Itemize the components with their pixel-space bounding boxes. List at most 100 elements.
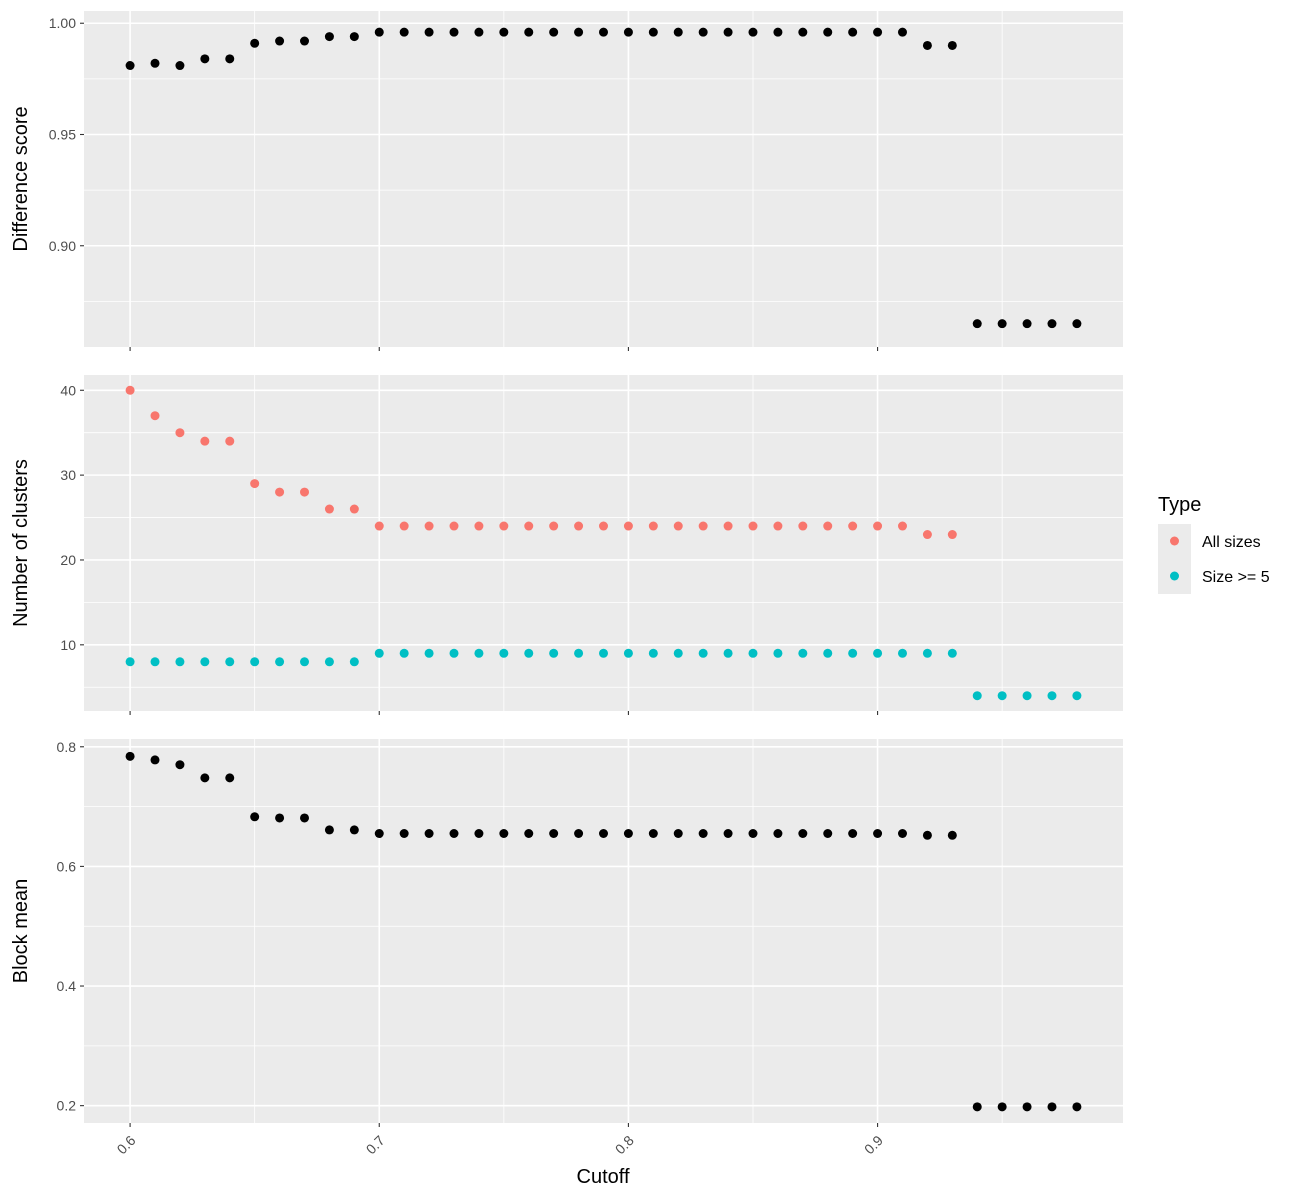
legend-title: Type [1158, 494, 1201, 516]
data-point-series [1047, 319, 1057, 329]
data-point-all-sizes [698, 521, 708, 531]
data-point-series [125, 61, 135, 71]
x-axis-title: Cutoff [577, 1166, 630, 1188]
y-tick-label: 0.90 [49, 238, 76, 254]
data-point-series [324, 825, 334, 835]
data-point-size-5 [150, 657, 160, 667]
data-point-series [972, 319, 982, 329]
data-point-all-sizes [599, 521, 608, 531]
data-point-series [723, 829, 733, 839]
data-point-size-5 [922, 648, 932, 658]
data-point-all-sizes [449, 521, 459, 531]
data-point-size-5 [424, 648, 434, 658]
data-point-series [947, 40, 957, 50]
data-point-size-5 [324, 657, 334, 667]
data-point-all-sizes [798, 521, 808, 531]
data-point-series [623, 829, 633, 839]
data-point-all-sizes [349, 504, 359, 514]
data-point-size-5 [125, 657, 135, 667]
data-point-series [300, 813, 310, 823]
data-point-series [474, 27, 484, 37]
data-point-series [823, 829, 833, 839]
data-point-series [449, 27, 459, 37]
data-point-series [623, 27, 633, 37]
data-point-series [972, 1102, 982, 1112]
data-point-all-sizes [324, 504, 334, 514]
data-point-series [873, 829, 883, 839]
data-point-size-5 [300, 657, 310, 667]
data-point-series [848, 829, 858, 839]
data-point-all-sizes [823, 521, 833, 531]
data-point-size-5 [748, 648, 758, 658]
data-point-series [474, 829, 484, 839]
data-point-series [648, 829, 658, 839]
data-point-series [175, 760, 185, 770]
data-point-size-5 [723, 648, 733, 658]
data-point-series [698, 27, 708, 37]
data-point-series [200, 773, 210, 783]
data-point-series [349, 825, 359, 835]
data-point-all-sizes [300, 487, 310, 497]
y-tick-label: 30 [60, 467, 76, 483]
data-point-series [399, 27, 409, 37]
data-point-size-5 [175, 657, 185, 667]
data-point-series [399, 829, 409, 839]
data-point-size-5 [823, 648, 833, 658]
data-point-series [673, 829, 683, 839]
y-axis-title: Difference score [10, 106, 32, 251]
data-point-all-sizes [873, 521, 883, 531]
data-point-series [524, 27, 534, 37]
data-point-series [275, 813, 285, 823]
data-point-series [374, 27, 384, 37]
y-tick-label: 40 [60, 382, 76, 398]
data-point-series [374, 829, 384, 839]
legend-key-size-ge-5 [1170, 571, 1179, 581]
data-point-series [922, 830, 932, 840]
data-point-size-5 [374, 648, 384, 658]
x-tick-label: 0.7 [363, 1132, 388, 1157]
panel-background [84, 375, 1123, 711]
data-point-series [499, 829, 509, 839]
data-point-series [574, 27, 584, 37]
data-point-series [823, 27, 833, 37]
data-point-all-sizes [125, 385, 135, 395]
panel-background [84, 739, 1123, 1123]
data-point-series [748, 829, 758, 839]
data-point-all-sizes [748, 521, 758, 531]
data-point-size-5 [549, 648, 559, 658]
data-point-all-sizes [673, 521, 683, 531]
data-point-series [1072, 1102, 1082, 1112]
data-point-series [947, 830, 957, 840]
data-point-all-sizes [499, 521, 509, 531]
data-point-series [424, 27, 434, 37]
data-point-series [922, 40, 932, 50]
panel-number-of-clusters: 10 20 30 40 Number of clusters [10, 375, 1123, 715]
y-tick-label: 1.00 [49, 15, 76, 31]
data-point-series [599, 829, 608, 839]
data-point-series [449, 829, 459, 839]
data-point-series [225, 773, 235, 783]
data-point-series [897, 829, 907, 839]
data-point-series [574, 829, 584, 839]
data-point-all-sizes [424, 521, 434, 531]
data-point-series [250, 38, 260, 48]
data-point-series [1072, 319, 1082, 329]
data-point-series [773, 829, 783, 839]
data-point-all-sizes [922, 530, 932, 540]
x-tick-label: 0.9 [861, 1132, 886, 1157]
data-point-series [175, 61, 185, 71]
data-point-size-5 [1072, 691, 1082, 701]
data-point-series [1022, 319, 1032, 329]
panel-background [84, 11, 1123, 347]
data-point-series [897, 27, 907, 37]
data-point-series [275, 36, 285, 46]
data-point-series [125, 751, 135, 761]
data-point-size-5 [773, 648, 783, 658]
data-point-all-sizes [848, 521, 858, 531]
data-point-size-5 [673, 648, 683, 658]
data-point-size-5 [399, 648, 409, 658]
data-point-all-sizes [150, 411, 160, 421]
data-point-all-sizes [250, 479, 260, 489]
data-point-size-5 [873, 648, 883, 658]
